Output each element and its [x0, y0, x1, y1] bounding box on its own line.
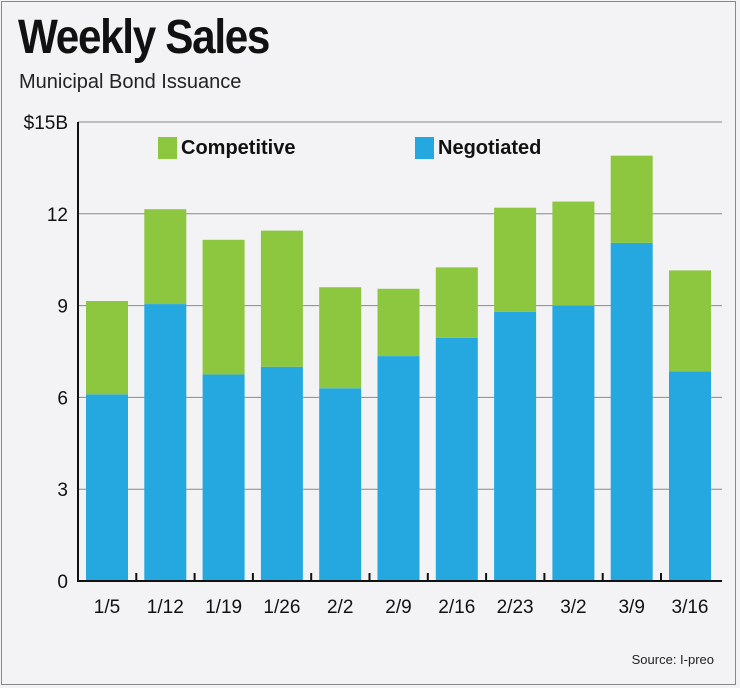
y-tick-label: $15B: [24, 113, 68, 134]
bar-negotiated-2/23: [494, 311, 537, 581]
bar-negotiated-1/19: [202, 374, 245, 581]
x-tick-label: 3/9: [618, 597, 644, 618]
x-tick-label: 1/5: [94, 597, 120, 618]
bar-negotiated-3/9: [610, 242, 653, 581]
y-tick-label: 12: [47, 205, 68, 226]
x-tick-label: 1/26: [263, 597, 300, 618]
x-tick-label: 1/19: [205, 597, 242, 618]
y-tick-label: 9: [57, 297, 68, 318]
bar-competitive-2/23: [494, 207, 537, 312]
bar-competitive-1/12: [144, 209, 187, 305]
bar-negotiated-1/5: [86, 394, 128, 581]
chart-subtitle: Municipal Bond Issuance: [19, 71, 242, 93]
x-tick-label: 3/16: [672, 597, 709, 618]
bar-competitive-2/2: [319, 287, 362, 389]
x-tick-label: 2/9: [385, 597, 411, 618]
bar-negotiated-2/16: [435, 337, 478, 581]
bar-competitive-1/5: [86, 301, 128, 395]
bar-negotiated-3/16: [669, 371, 711, 581]
x-tick-label: 1/12: [147, 597, 184, 618]
x-tick-label: 2/2: [327, 597, 353, 618]
bar-negotiated-1/12: [144, 304, 187, 581]
legend-swatch-negotiated: [415, 137, 434, 159]
bar-negotiated-1/26: [260, 366, 303, 581]
bar-competitive-3/2: [552, 201, 595, 306]
y-tick-label: 0: [57, 572, 68, 593]
bar-competitive-2/16: [435, 267, 478, 338]
x-tick-label: 2/16: [438, 597, 475, 618]
bar-negotiated-2/2: [319, 388, 362, 581]
x-tick-label: 3/2: [560, 597, 586, 618]
x-tick-label: 2/23: [497, 597, 534, 618]
bar-competitive-2/9: [377, 288, 420, 357]
source-note: Source: I-preo: [631, 652, 714, 667]
bar-negotiated-3/2: [552, 305, 595, 581]
bar-negotiated-2/9: [377, 356, 420, 581]
bar-competitive-1/19: [202, 239, 245, 375]
legend-swatch-competitive: [158, 137, 177, 159]
legend-label-negotiated: Negotiated: [438, 137, 541, 159]
y-tick-label: 3: [57, 480, 68, 501]
bar-competitive-3/16: [669, 270, 711, 372]
legend-label-competitive: Competitive: [181, 137, 295, 159]
y-tick-label: 6: [57, 388, 68, 409]
bar-competitive-3/9: [610, 155, 653, 243]
bar-competitive-1/26: [260, 230, 303, 367]
chart-title: Weekly Sales: [18, 11, 270, 64]
